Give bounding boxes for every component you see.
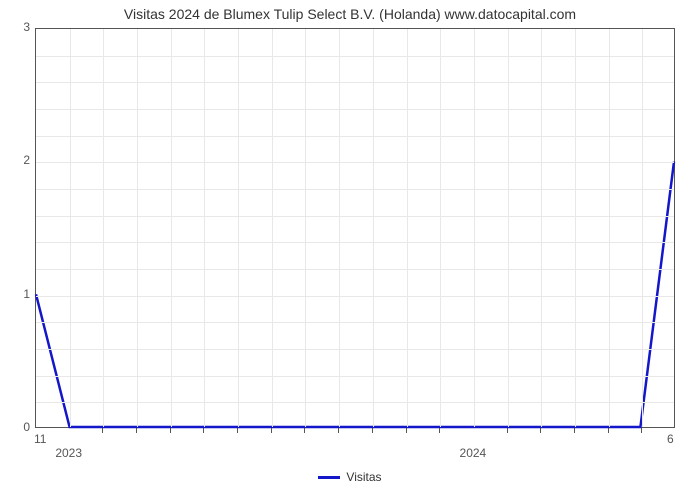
gridline-v xyxy=(541,29,542,427)
gridline-v xyxy=(339,29,340,427)
gridline-h xyxy=(36,349,674,350)
gridline-h xyxy=(36,322,674,323)
gridline-v xyxy=(70,29,71,427)
gridline-v xyxy=(642,29,643,427)
gridline-v xyxy=(508,29,509,427)
x-tick-minor xyxy=(136,428,137,433)
gridline-h xyxy=(36,376,674,377)
x-tick-minor xyxy=(439,428,440,433)
x-tick-minor xyxy=(102,428,103,433)
gridline-h xyxy=(36,136,674,137)
gridline-h xyxy=(36,56,674,57)
x-tick-minor xyxy=(574,428,575,433)
gridline-v xyxy=(575,29,576,427)
gridline-v xyxy=(373,29,374,427)
x-tick-label: 2024 xyxy=(460,446,487,460)
x-tick-minor xyxy=(170,428,171,433)
x-tick-minor xyxy=(338,428,339,433)
gridline-v xyxy=(238,29,239,427)
gridline-v xyxy=(103,29,104,427)
x-tick-minor xyxy=(304,428,305,433)
x-tick-label: 2023 xyxy=(55,446,82,460)
gridline-h xyxy=(36,242,674,243)
gridline-v xyxy=(204,29,205,427)
x-tick-minor xyxy=(237,428,238,433)
gridline-v xyxy=(272,29,273,427)
x-tick-minor xyxy=(608,428,609,433)
gridline-h xyxy=(36,162,674,163)
gridline-v xyxy=(305,29,306,427)
x-tick-minor xyxy=(271,428,272,433)
gridline-h xyxy=(36,189,674,190)
series-line xyxy=(36,29,674,427)
plot-area xyxy=(35,28,675,428)
gridline-h xyxy=(36,216,674,217)
y-tick-label: 1 xyxy=(5,287,30,301)
x-tick-minor xyxy=(641,428,642,433)
gridline-v xyxy=(171,29,172,427)
legend-label: Visitas xyxy=(346,470,381,484)
gridline-v xyxy=(609,29,610,427)
gridline-v xyxy=(440,29,441,427)
y-tick-label: 0 xyxy=(5,420,30,434)
gridline-v xyxy=(407,29,408,427)
y-tick-label: 2 xyxy=(5,153,30,167)
gridline-h xyxy=(36,402,674,403)
legend-swatch xyxy=(318,476,340,479)
gridline-h xyxy=(36,269,674,270)
gridline-h xyxy=(36,109,674,110)
x-tick-minor xyxy=(540,428,541,433)
gridline-h xyxy=(36,296,674,297)
gridline-v xyxy=(137,29,138,427)
y-tick-label: 3 xyxy=(5,20,30,34)
gridline-h xyxy=(36,82,674,83)
gridline-v xyxy=(474,29,475,427)
x-right-value: 6 xyxy=(667,432,674,446)
x-left-value: 11 xyxy=(34,432,46,446)
legend: Visitas xyxy=(0,470,700,484)
x-tick-minor xyxy=(406,428,407,433)
x-tick-minor xyxy=(507,428,508,433)
chart-title: Visitas 2024 de Blumex Tulip Select B.V.… xyxy=(0,6,700,22)
x-tick-minor xyxy=(372,428,373,433)
x-tick-minor xyxy=(203,428,204,433)
